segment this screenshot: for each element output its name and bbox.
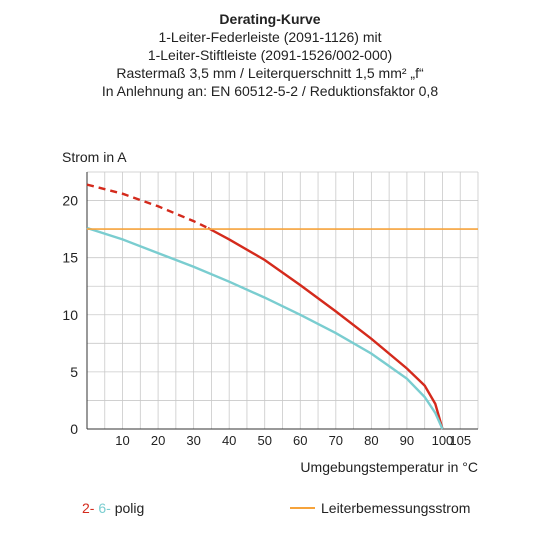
legend-rated-current-label: Leiterbemessungsstrom: [321, 500, 471, 516]
x-tick-label: 70: [329, 433, 343, 448]
x-tick-label: 40: [222, 433, 236, 448]
chart-title: Derating-Kurve: [219, 11, 321, 27]
x-tick-label: 100: [432, 433, 454, 448]
x-tick-label: 80: [364, 433, 378, 448]
x-tick-label: 10: [115, 433, 129, 448]
axes: [86, 172, 478, 430]
series-layer: [86, 183, 478, 430]
chart-title-block: Derating-Kurve 1-Leiter-Federleiste (209…: [0, 10, 540, 100]
y-tick-label: 20: [62, 193, 78, 209]
legend-label-polig-suffix: polig: [114, 500, 145, 516]
x-tick-label: 50: [257, 433, 271, 448]
y-tick-label: 10: [62, 307, 78, 323]
y-tick-label: 5: [70, 364, 78, 380]
legend-label-6-polig: 6-: [98, 500, 111, 516]
grid-lines: [87, 171, 479, 430]
y-tick-label: 0: [70, 421, 78, 437]
x-tick-label: 90: [400, 433, 414, 448]
x-tick-label: 105: [449, 433, 471, 448]
chart-subtitle-line-4: In Anlehnung an: EN 60512-5-2 / Reduktio…: [101, 83, 439, 99]
x-tick-label: 30: [186, 433, 200, 448]
series-line-2-polig-dashed: [86, 183, 209, 230]
x-tick-label: 60: [293, 433, 307, 448]
y-axis-label: Strom in A: [62, 149, 127, 165]
legend-rated-current: Leiterbemessungsstrom: [290, 500, 470, 516]
y-tick-label: 15: [62, 250, 78, 266]
x-axis-label: Umgebungstemperatur in °C: [300, 459, 478, 475]
legend-poles: 2- 6- polig: [82, 500, 144, 516]
legend-rated-current-swatch: [290, 507, 315, 509]
series-line-6-polig: [86, 226, 444, 430]
series-line-2-polig: [207, 226, 444, 430]
chart-subtitle-line-2: 1-Leiter-Stiftleiste (2091-1526/002-000): [147, 47, 393, 63]
legend-label-2-polig: 2-: [82, 500, 95, 516]
chart-subtitle-line-3: Rastermaß 3,5 mm / Leiterquerschnitt 1,5…: [116, 65, 424, 81]
chart-subtitle-line-1: 1-Leiter-Federleiste (2091-1126) mit: [158, 29, 382, 45]
x-tick-label: 20: [151, 433, 165, 448]
